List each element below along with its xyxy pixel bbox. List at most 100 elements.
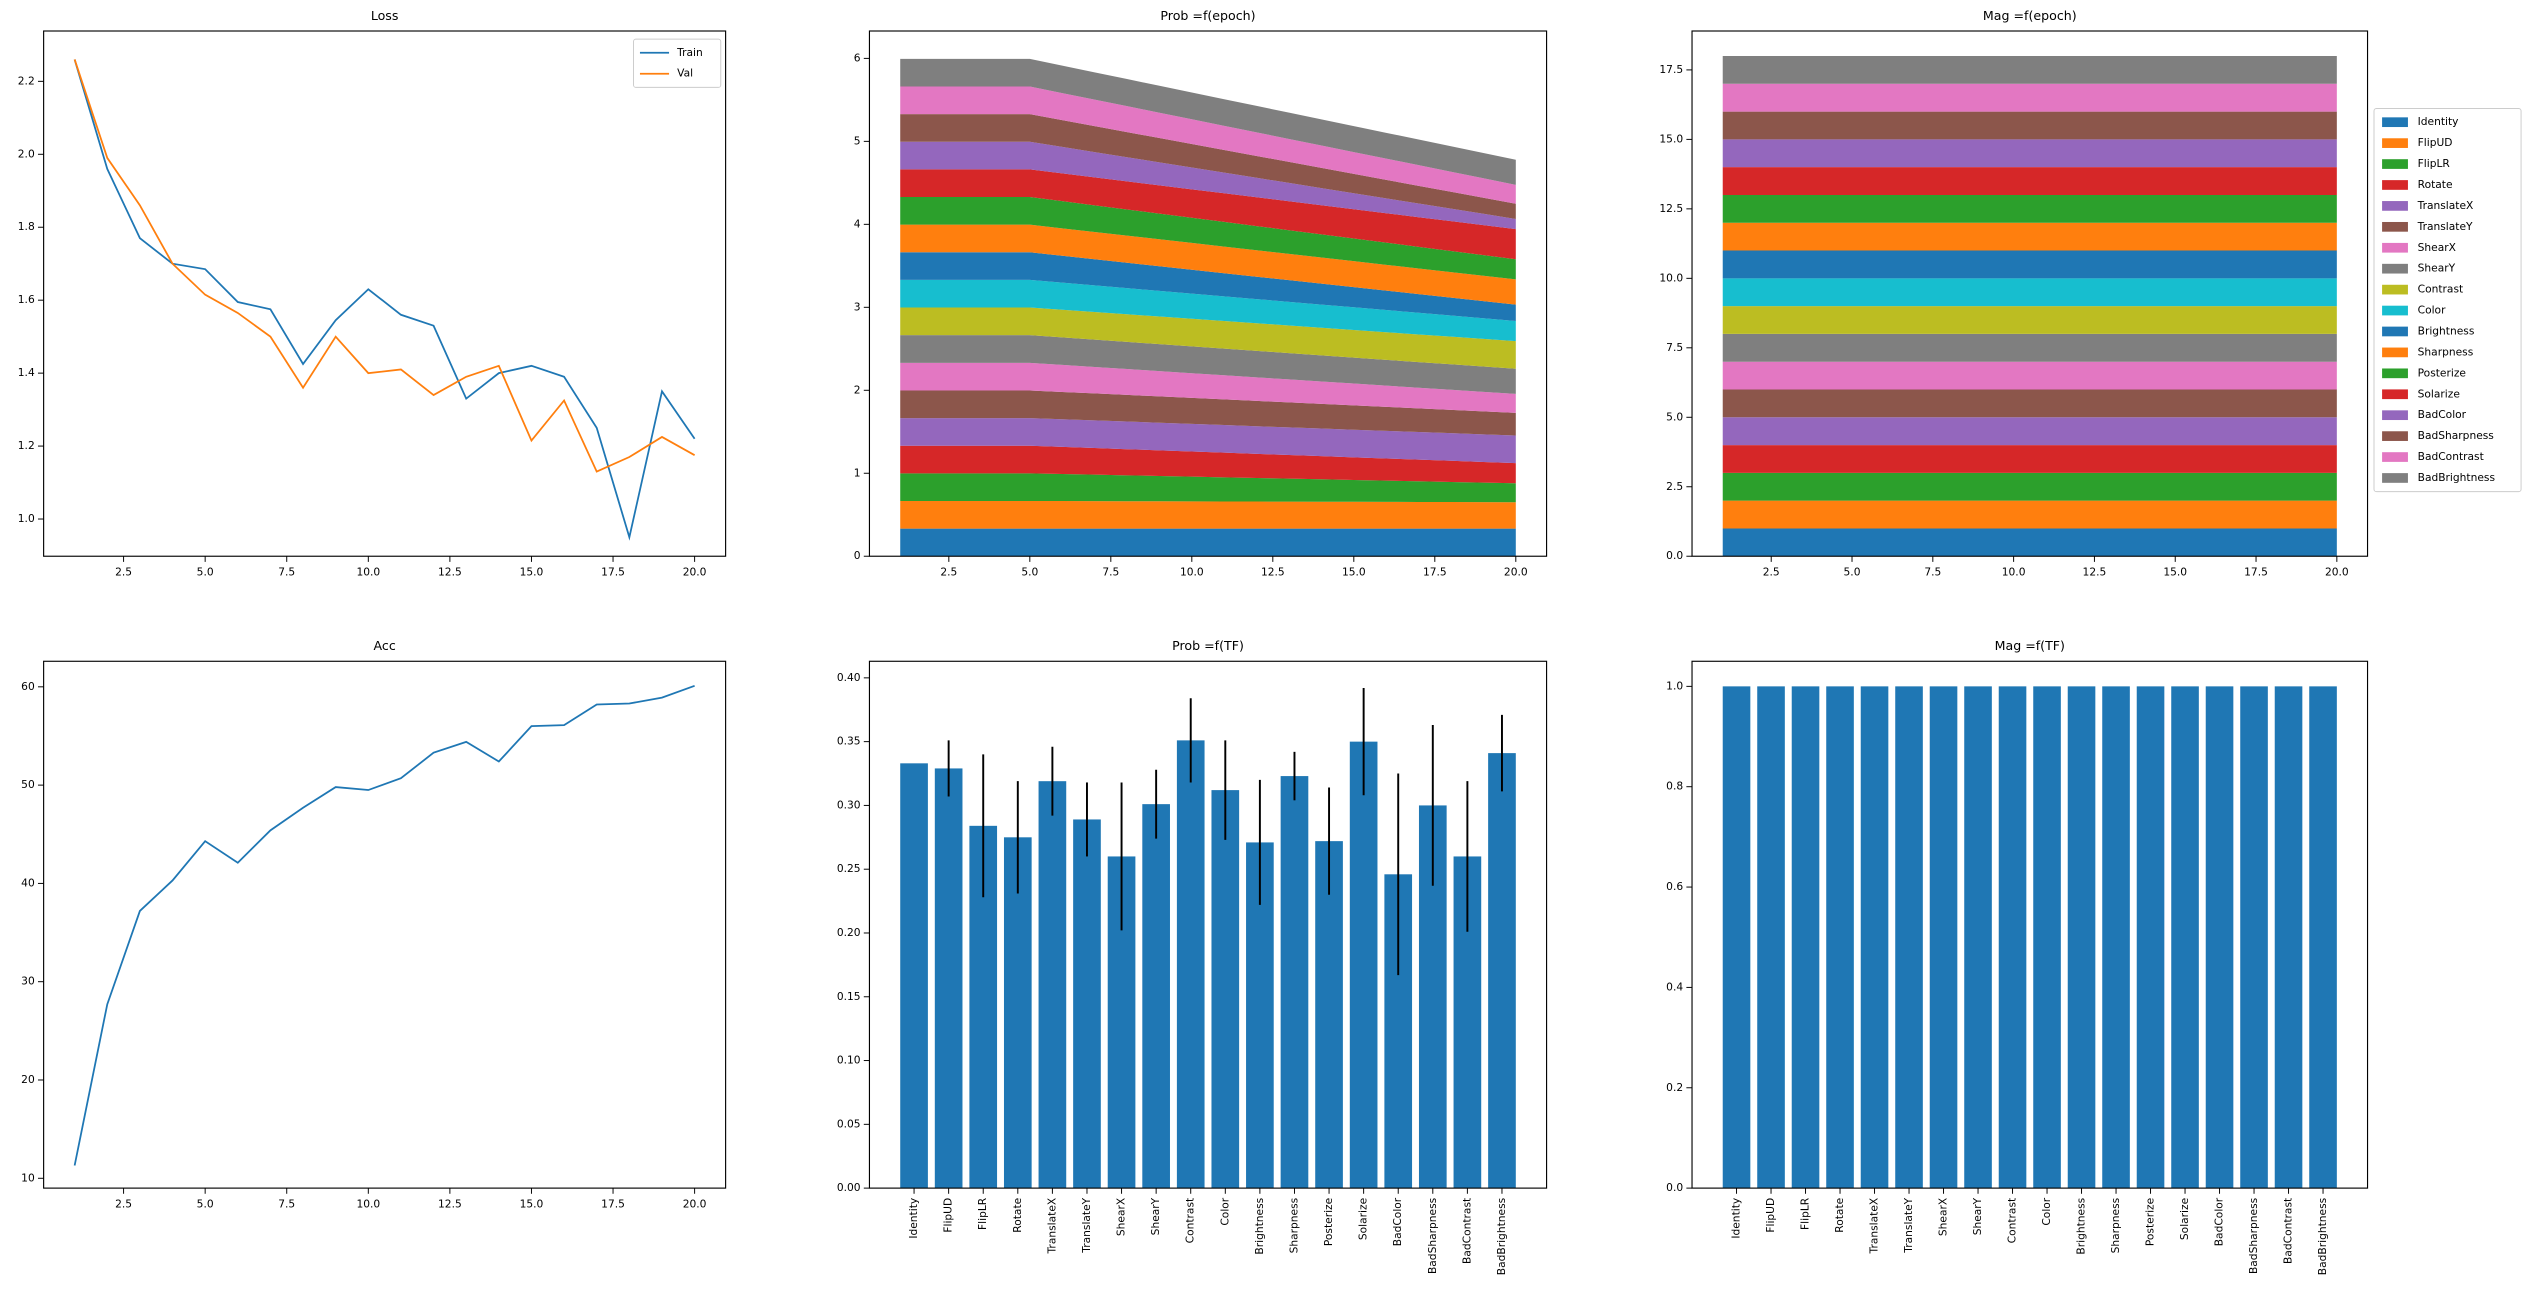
x-tick-label: 2.5	[940, 565, 957, 578]
y-tick-label: 17.5	[1659, 63, 1683, 76]
legend-label: Solarize	[2418, 387, 2460, 400]
bar	[1176, 740, 1205, 1189]
plot-frame	[1691, 660, 2369, 1189]
panel: Mag =f(epoch) 0.0 2.5 5.0 7.5 10.0 12.5 15.0 17.…	[1659, 8, 2522, 578]
x-tick-label: ShearX	[1115, 1198, 1128, 1236]
x-tick-label: 10.0	[1180, 565, 1204, 578]
legend-label: FlipUD	[2418, 136, 2453, 149]
panel: Acc 10 20 30 40 50 60 2.5 5.0 7.5 10.0 12.5 15.0 17.5…	[21, 638, 727, 1210]
x-tick-label: 12.5	[438, 565, 462, 578]
x-tick-label: 20.0	[1504, 565, 1528, 578]
area	[1722, 361, 2337, 390]
panel: Mag =f(TF) Identity FlipUD FlipLR Rotate Tran…	[1666, 638, 2369, 1275]
line	[73, 59, 696, 473]
y-tick-label: 0.8	[1666, 780, 1683, 793]
x-tick-label: 15.0	[520, 1197, 544, 1210]
x-tick-label: 15.0	[1342, 565, 1366, 578]
legend-swatch	[2382, 117, 2408, 128]
x-tick-label: 7.5	[1924, 565, 1941, 578]
y-tick-label: 0.20	[837, 926, 861, 939]
chart-title: Prob =f(epoch)	[1160, 8, 1255, 23]
bar	[1142, 804, 1170, 1189]
legend-label: BadContrast	[2418, 450, 2484, 463]
x-tick-label: TranslateX	[1045, 1198, 1058, 1255]
x-tick-label: BadSharpness	[1426, 1197, 1439, 1274]
x-tick-label: TranslateY	[1902, 1197, 1915, 1253]
bar	[2309, 686, 2337, 1189]
x-tick-label: BadColor	[2213, 1197, 2226, 1246]
plot-frame	[1691, 30, 2369, 557]
legend-swatch	[2382, 368, 2408, 379]
area	[900, 445, 1516, 484]
x-tick-label: BadSharpness	[2247, 1197, 2260, 1274]
x-tick-label: 17.5	[601, 1197, 625, 1210]
legend-label: Posterize	[2418, 366, 2466, 379]
legend-label: Sharpness	[2418, 345, 2474, 358]
bar	[2033, 686, 2061, 1189]
legend-swatch	[2382, 305, 2408, 316]
x-tick-label: BadColor	[1391, 1197, 1404, 1246]
x-tick-label: FlipUD	[942, 1198, 955, 1233]
x-tick-label: Brightness	[1253, 1197, 1266, 1254]
area	[1722, 194, 2337, 223]
x-tick-label: Contrast	[2006, 1198, 2019, 1244]
legend-swatch	[2382, 389, 2408, 400]
x-tick-label: Posterize	[2144, 1198, 2157, 1246]
legend-swatch	[2382, 452, 2408, 462]
chart-title: Acc	[374, 638, 396, 653]
y-tick-label: 50	[21, 778, 35, 791]
legend-swatch	[2382, 347, 2408, 358]
x-tick-label: 5.0	[197, 565, 214, 578]
plot-frame	[868, 30, 1548, 557]
x-tick-label: 5.0	[197, 1197, 214, 1210]
y-tick-label: 0.00	[837, 1181, 861, 1194]
bar	[1757, 686, 1785, 1189]
legend-swatch	[2382, 263, 2408, 274]
y-tick-label: 20	[21, 1073, 35, 1086]
x-tick-label: 5.0	[1021, 565, 1038, 578]
x-tick-label: 2.5	[115, 565, 132, 578]
area	[1722, 333, 2337, 362]
area	[900, 141, 1516, 230]
bar	[1895, 686, 1923, 1189]
y-tick-label: 2.2	[18, 74, 35, 87]
y-tick-label: 2.5	[1666, 480, 1683, 493]
area	[900, 58, 1516, 185]
legend-label: Train	[676, 46, 703, 59]
area	[1722, 500, 2337, 529]
y-tick-label: 0.2	[1666, 1081, 1683, 1094]
legend-swatch	[2382, 431, 2408, 441]
chart-title: Mag =f(TF)	[1995, 638, 2065, 653]
legend-swatch	[2382, 159, 2408, 169]
legend-label: Identity	[2418, 115, 2459, 128]
x-tick-label: Color	[1218, 1197, 1231, 1225]
x-tick-label: BadContrast	[2282, 1198, 2295, 1264]
y-tick-label: 0.05	[837, 1117, 861, 1130]
bar	[1860, 686, 1889, 1189]
x-tick-label: 20.0	[2325, 565, 2349, 578]
bar	[1349, 741, 1378, 1189]
x-tick-label: 2.5	[1763, 565, 1780, 578]
area	[900, 114, 1516, 219]
plot-frame	[43, 30, 727, 557]
legend-label: FlipLR	[2418, 157, 2451, 170]
x-tick-label: Color	[2040, 1197, 2053, 1225]
bar	[2171, 686, 2199, 1189]
x-tick-label: 20.0	[683, 565, 707, 578]
legend-swatch	[2382, 284, 2408, 295]
x-tick-label: Posterize	[1322, 1198, 1335, 1246]
area	[1722, 250, 2337, 279]
area	[1722, 167, 2337, 195]
x-tick-label: 20.0	[683, 1197, 707, 1210]
chart-title: Mag =f(epoch)	[1983, 8, 2077, 23]
line	[73, 685, 695, 1166]
legend-label: Val	[677, 67, 693, 80]
x-tick-label: BadBrightness	[2316, 1197, 2329, 1275]
bar	[1038, 781, 1067, 1189]
bar	[1488, 753, 1516, 1189]
x-tick-label: Brightness	[2075, 1197, 2088, 1254]
line	[73, 59, 696, 541]
x-tick-label: 17.5	[601, 565, 625, 578]
y-tick-label: 5	[854, 134, 861, 147]
legend-label: BadSharpness	[2418, 429, 2495, 442]
